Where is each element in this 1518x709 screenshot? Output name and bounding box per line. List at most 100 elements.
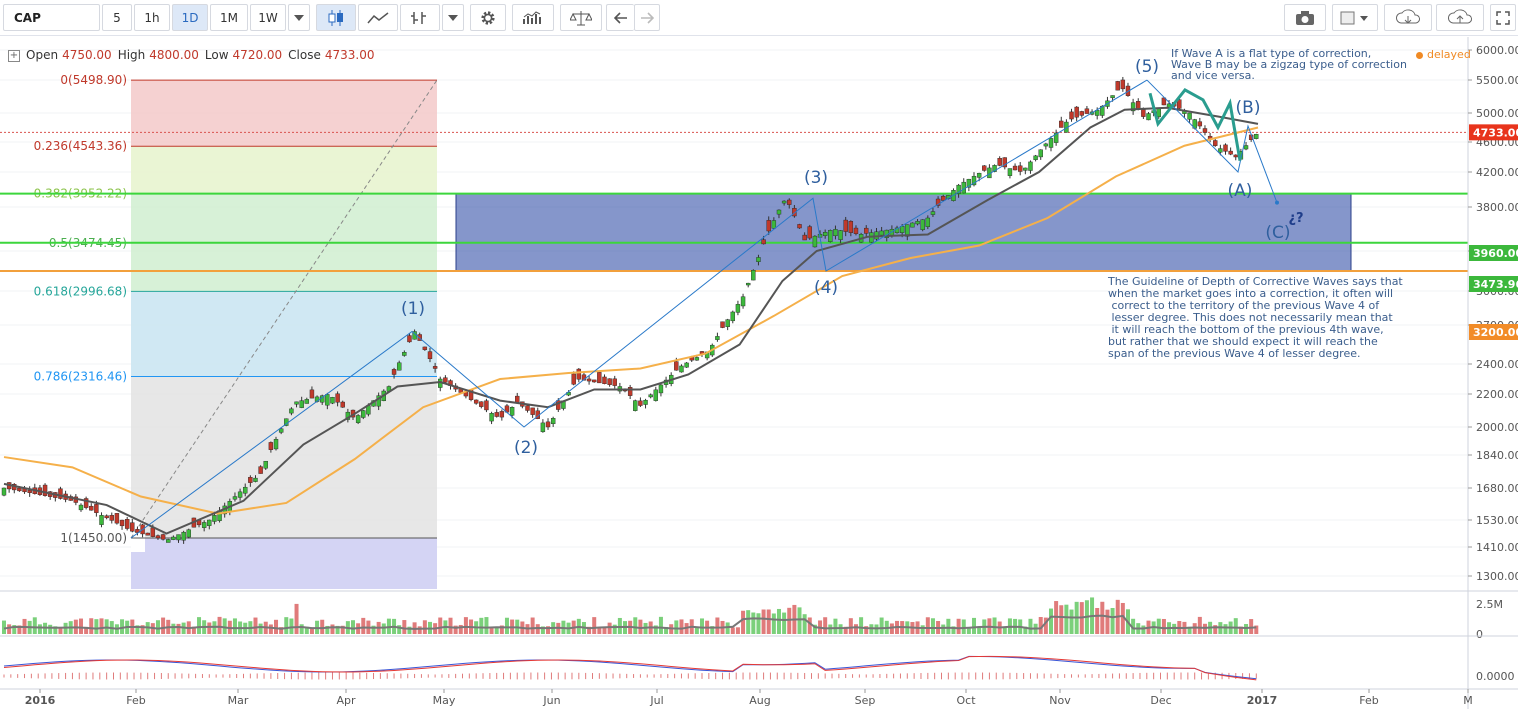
candle-body: [971, 175, 977, 186]
compare-button[interactable]: [400, 4, 440, 31]
candle-body: [807, 226, 812, 239]
volume-bar: [381, 623, 386, 634]
volume-bar: [864, 626, 869, 634]
price-badge-value: 3473.96: [1473, 278, 1518, 291]
volume-bar: [140, 625, 145, 634]
volume-bar: [1131, 618, 1136, 634]
load-chart-button[interactable]: [1384, 4, 1432, 31]
fullscreen-button[interactable]: [1490, 4, 1516, 31]
volume-bar: [1254, 625, 1259, 634]
volume-bar: [540, 626, 545, 634]
volume-bar: [674, 620, 679, 634]
line-chart-icon: [367, 11, 389, 23]
volume-bar: [299, 624, 304, 634]
volume-bar: [340, 625, 345, 634]
volume-bar: [274, 619, 279, 634]
compare-scale-button[interactable]: [560, 4, 602, 31]
volume-bar: [1105, 609, 1110, 634]
volume-bar: [135, 625, 140, 634]
layout-button[interactable]: [1332, 4, 1378, 31]
candle-body: [838, 230, 843, 240]
volume-bar: [992, 617, 997, 634]
candle-body: [1038, 149, 1043, 158]
macd-line: [3, 655, 1257, 680]
indicators-button[interactable]: [358, 4, 398, 31]
interval-1h[interactable]: 1h: [134, 4, 170, 31]
candle-body: [212, 515, 217, 522]
square-dropdown-icon: [1340, 11, 1368, 24]
volume-bar: [925, 617, 930, 634]
volume-bar: [458, 624, 463, 634]
price-badge: [1469, 276, 1518, 292]
candle-body: [361, 410, 366, 418]
collapse-legend-icon[interactable]: +: [8, 49, 20, 62]
time-axis-label: Feb: [1359, 694, 1378, 707]
symbol-input[interactable]: CAP: [3, 4, 100, 31]
interval-1m[interactable]: 1M: [210, 4, 248, 31]
volume-bar: [1187, 626, 1192, 634]
ma50-line: [3, 126, 1259, 515]
redo-button[interactable]: [634, 4, 660, 31]
volume-bar: [597, 627, 602, 634]
snapshot-button[interactable]: [1284, 4, 1326, 31]
volume-bar: [679, 619, 684, 634]
candle-body: [1079, 111, 1084, 116]
low-value: 4720.00: [232, 48, 283, 62]
candle-body: [756, 257, 761, 262]
high-value: 4800.00: [149, 48, 199, 62]
status-dot-icon: [1416, 51, 1423, 59]
undo-arrow-icon: [613, 11, 627, 24]
candle-body: [899, 226, 905, 233]
volume-bar: [797, 607, 802, 634]
volume-bar: [7, 624, 12, 634]
time-axis-label: Sep: [855, 694, 876, 707]
candle-body: [1233, 154, 1238, 158]
interval-5[interactable]: 5: [102, 4, 132, 31]
candle-body: [396, 362, 402, 371]
volume-bar: [1156, 618, 1161, 634]
chart-type-dropdown-button[interactable]: [442, 4, 464, 31]
cloud-download-icon: [1395, 9, 1420, 24]
volume-bar: [350, 620, 355, 634]
candle-body: [1012, 165, 1018, 171]
volume-bar: [120, 619, 125, 634]
interval-1w[interactable]: 1W: [250, 4, 286, 31]
candle-body: [966, 178, 972, 188]
volume-bar: [494, 627, 499, 634]
volume-bar: [833, 618, 838, 634]
price-badge: [1469, 245, 1518, 261]
candle-body: [253, 477, 258, 482]
candle-body: [499, 411, 505, 418]
candle-body: [730, 311, 735, 322]
open-value: 4750.00: [62, 48, 112, 62]
candle-body: [1197, 121, 1203, 127]
candle-body: [1023, 167, 1028, 171]
volume-bar: [17, 625, 22, 634]
candles-chart-type-button[interactable]: [316, 4, 356, 31]
candle-body: [658, 384, 664, 394]
volume-bar: [330, 624, 335, 634]
undo-button[interactable]: [606, 4, 634, 31]
interval-1d[interactable]: 1D: [172, 4, 208, 31]
price-axis-label: 2000.00: [1476, 421, 1518, 434]
study-templates-button[interactable]: [512, 4, 554, 31]
fib-level-label: 1(1450.00): [60, 531, 127, 545]
volume-bar: [284, 617, 289, 634]
high-label: High: [117, 48, 146, 62]
candle-body: [109, 515, 114, 521]
candle-body: [674, 361, 679, 371]
candle-body: [976, 172, 982, 178]
candle-body: [119, 519, 125, 527]
price-chart[interactable]: 0(5498.90)0.236(4543.36)0.382(3952.22)0.…: [0, 37, 1518, 709]
candle-body: [509, 407, 515, 416]
volume-bar: [1110, 608, 1115, 634]
volume-bar: [89, 618, 94, 634]
candle-body: [910, 222, 915, 228]
interval-dropdown-button[interactable]: [288, 4, 310, 31]
candle-body: [935, 198, 941, 206]
volume-bar: [587, 626, 592, 634]
save-chart-button[interactable]: [1436, 4, 1484, 31]
settings-button[interactable]: [470, 4, 506, 31]
volume-bar: [197, 617, 202, 634]
time-axis-label: 2016: [25, 694, 56, 707]
